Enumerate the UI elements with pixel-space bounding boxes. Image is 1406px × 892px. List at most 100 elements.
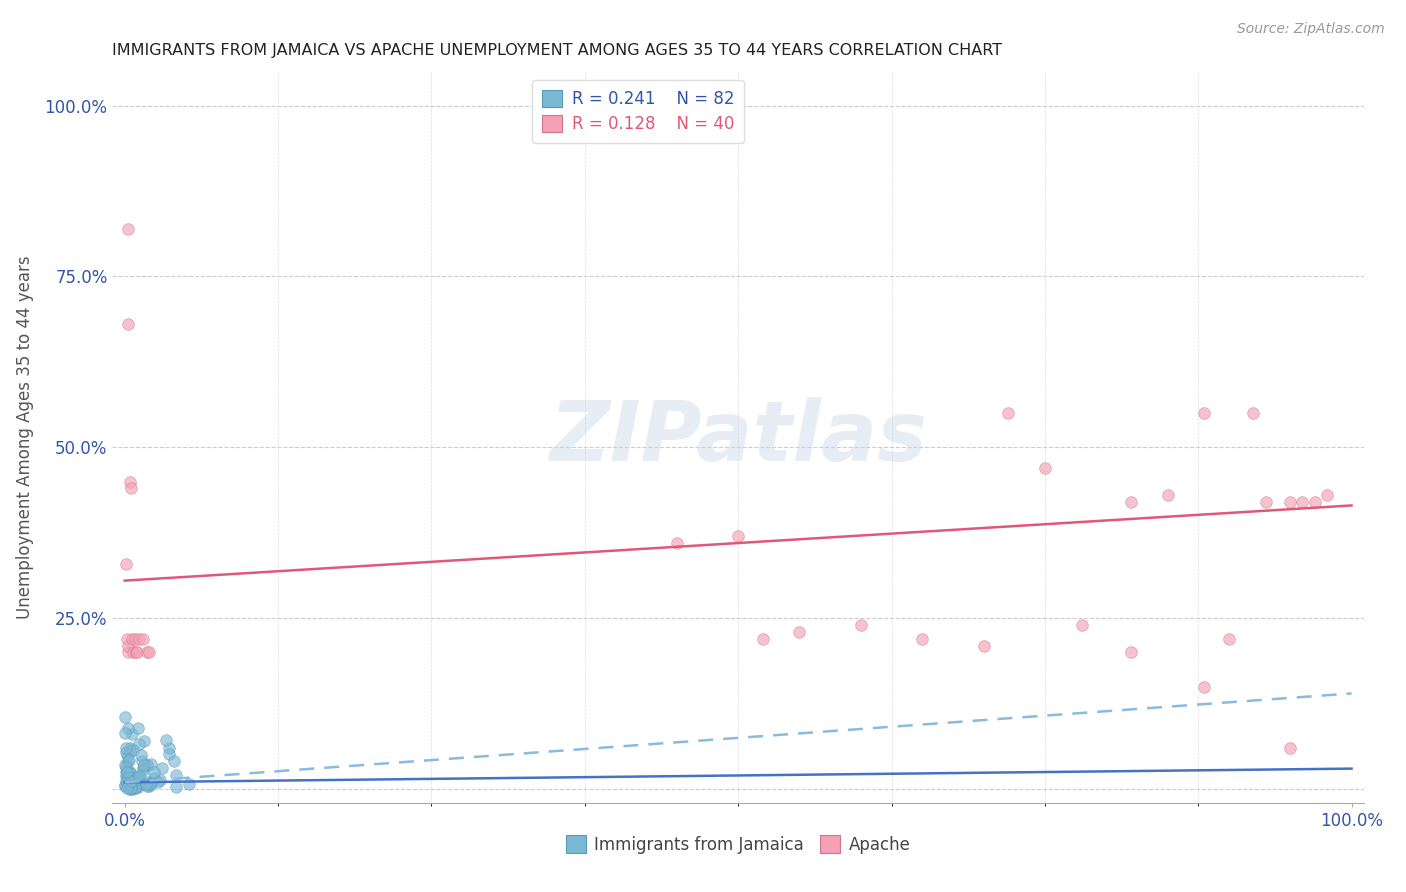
Point (115, 760, 138, 774)
Point (1218, 632, 1240, 646)
Point (114, 709, 136, 723)
Point (117, 778, 139, 792)
Point (751, 632, 773, 646)
Point (117, 770, 139, 784)
Point (1119, 645, 1142, 659)
Point (1254, 495, 1277, 509)
Point (1033, 460, 1056, 475)
Point (122, 743, 145, 757)
Point (114, 757, 136, 772)
Point (1119, 495, 1142, 509)
Point (125, 770, 148, 784)
Point (177, 777, 200, 791)
Point (115, 781, 138, 796)
Point (127, 776, 149, 790)
Point (149, 772, 172, 787)
Point (155, 733, 177, 747)
Point (114, 764, 136, 779)
Point (115, 741, 138, 756)
Point (132, 632, 155, 646)
Point (134, 734, 156, 748)
Point (118, 741, 141, 756)
Point (118, 475, 141, 489)
Point (1194, 680, 1216, 694)
Point (121, 727, 143, 741)
Point (125, 780, 148, 794)
Point (114, 778, 136, 792)
Text: IMMIGRANTS FROM JAMAICA VS APACHE UNEMPLOYMENT AMONG AGES 35 TO 44 YEARS CORRELA: IMMIGRANTS FROM JAMAICA VS APACHE UNEMPL… (112, 43, 1002, 58)
Point (157, 741, 180, 756)
Text: ZIPatlas: ZIPatlas (550, 397, 927, 477)
Point (132, 763, 155, 777)
Point (115, 774, 138, 789)
Point (139, 756, 162, 771)
Point (128, 632, 150, 646)
Point (115, 557, 138, 571)
Point (911, 632, 934, 646)
Point (118, 776, 141, 790)
Point (143, 771, 166, 785)
Point (1279, 741, 1302, 756)
Point (143, 764, 166, 779)
Point (128, 769, 150, 783)
Point (135, 777, 157, 791)
Point (1194, 406, 1216, 420)
Point (115, 765, 138, 780)
Point (135, 645, 157, 659)
Point (127, 770, 149, 784)
Point (124, 780, 146, 794)
Point (157, 747, 180, 761)
Point (124, 770, 146, 784)
Point (128, 737, 150, 751)
Point (114, 726, 136, 740)
Point (117, 778, 139, 792)
Point (163, 754, 186, 768)
Point (165, 780, 187, 794)
Point (1316, 488, 1339, 502)
Point (117, 771, 139, 785)
Point (789, 624, 811, 639)
Point (122, 645, 145, 659)
Text: Source: ZipAtlas.com: Source: ZipAtlas.com (1237, 22, 1385, 37)
Point (136, 758, 159, 772)
Y-axis label: Unemployment Among Ages 35 to 44 years: Unemployment Among Ages 35 to 44 years (15, 255, 34, 619)
Point (132, 757, 155, 772)
Point (138, 779, 160, 793)
Point (139, 776, 162, 790)
Point (121, 770, 143, 784)
Point (131, 754, 153, 768)
Point (117, 318, 139, 332)
Point (115, 775, 138, 789)
Point (121, 632, 143, 646)
Point (117, 221, 139, 235)
Point (120, 744, 142, 758)
Point (117, 772, 139, 787)
Point (117, 721, 139, 735)
Point (665, 536, 688, 550)
Point (122, 773, 145, 788)
Point (117, 754, 139, 768)
Point (128, 775, 150, 789)
Point (138, 777, 160, 791)
Point (849, 618, 872, 632)
Point (138, 776, 160, 790)
Point (122, 781, 145, 796)
Point (117, 771, 139, 785)
Point (117, 747, 139, 762)
Point (129, 748, 152, 763)
Point (165, 768, 187, 782)
Point (1156, 488, 1178, 502)
Point (115, 769, 138, 783)
Point (1303, 495, 1326, 509)
Point (117, 639, 139, 653)
Point (125, 645, 148, 659)
Point (138, 645, 160, 659)
Point (135, 780, 157, 794)
Point (127, 721, 149, 735)
Point (727, 529, 749, 543)
Point (121, 777, 143, 791)
Point (118, 764, 141, 779)
Point (1241, 406, 1264, 420)
Point (150, 761, 173, 775)
Point (118, 753, 141, 767)
